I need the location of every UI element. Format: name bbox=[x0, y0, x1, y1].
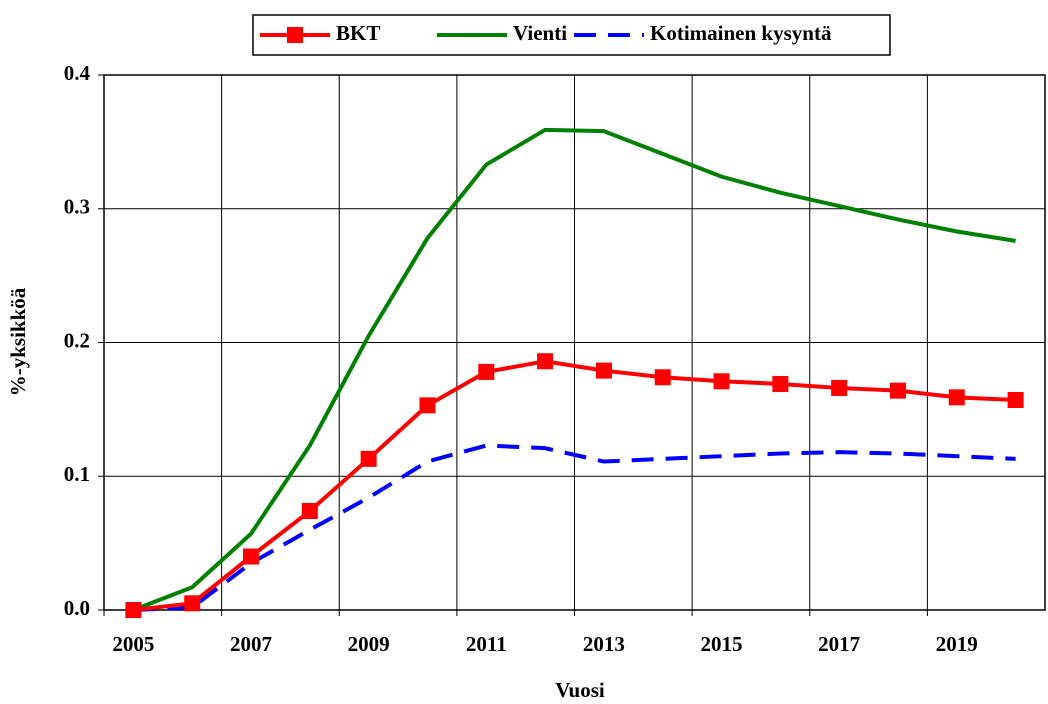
x-tick-label: 2013 bbox=[583, 632, 625, 656]
marker bbox=[537, 353, 554, 370]
marker bbox=[419, 397, 436, 414]
legend-label: Kotimainen kysyntä bbox=[650, 21, 832, 45]
legend-label: Vienti bbox=[513, 21, 567, 45]
x-tick-label: 2017 bbox=[818, 632, 860, 656]
x-tick-label: 2011 bbox=[466, 632, 507, 656]
legend-box bbox=[252, 14, 891, 56]
y-axis-label: %-yksikköä bbox=[6, 287, 30, 396]
marker bbox=[125, 602, 142, 618]
y-tick-label: 0.1 bbox=[64, 462, 90, 486]
x-tick-label: 2009 bbox=[348, 632, 390, 656]
x-tick-label: 2007 bbox=[230, 632, 272, 656]
y-tick-label: 0.2 bbox=[64, 328, 90, 352]
line-series bbox=[133, 359, 1016, 612]
x-tick-label: 2015 bbox=[701, 632, 743, 656]
marker bbox=[184, 595, 201, 612]
legend-label: BKT bbox=[336, 21, 380, 45]
marker bbox=[654, 369, 671, 386]
marker bbox=[948, 389, 965, 406]
legend-marker bbox=[287, 27, 303, 43]
marker bbox=[713, 373, 730, 390]
y-tick-label: 0.4 bbox=[64, 61, 91, 85]
y-tick-label: 0.3 bbox=[64, 195, 90, 219]
x-tick-label: 2005 bbox=[112, 632, 154, 656]
marker bbox=[889, 382, 906, 399]
marker bbox=[360, 450, 377, 467]
marker bbox=[243, 548, 260, 565]
marker bbox=[478, 363, 495, 380]
y-tick-label: 0.0 bbox=[64, 596, 90, 620]
line-series bbox=[132, 127, 1016, 612]
line-series bbox=[133, 443, 1016, 612]
x-axis-label: Vuosi bbox=[555, 678, 605, 702]
marker bbox=[1007, 392, 1024, 409]
marker bbox=[772, 375, 789, 392]
x-tick-label: 2019 bbox=[936, 632, 978, 656]
marker bbox=[301, 503, 318, 520]
marker bbox=[831, 379, 848, 396]
marker bbox=[595, 362, 612, 379]
plot-frame bbox=[103, 74, 1046, 611]
